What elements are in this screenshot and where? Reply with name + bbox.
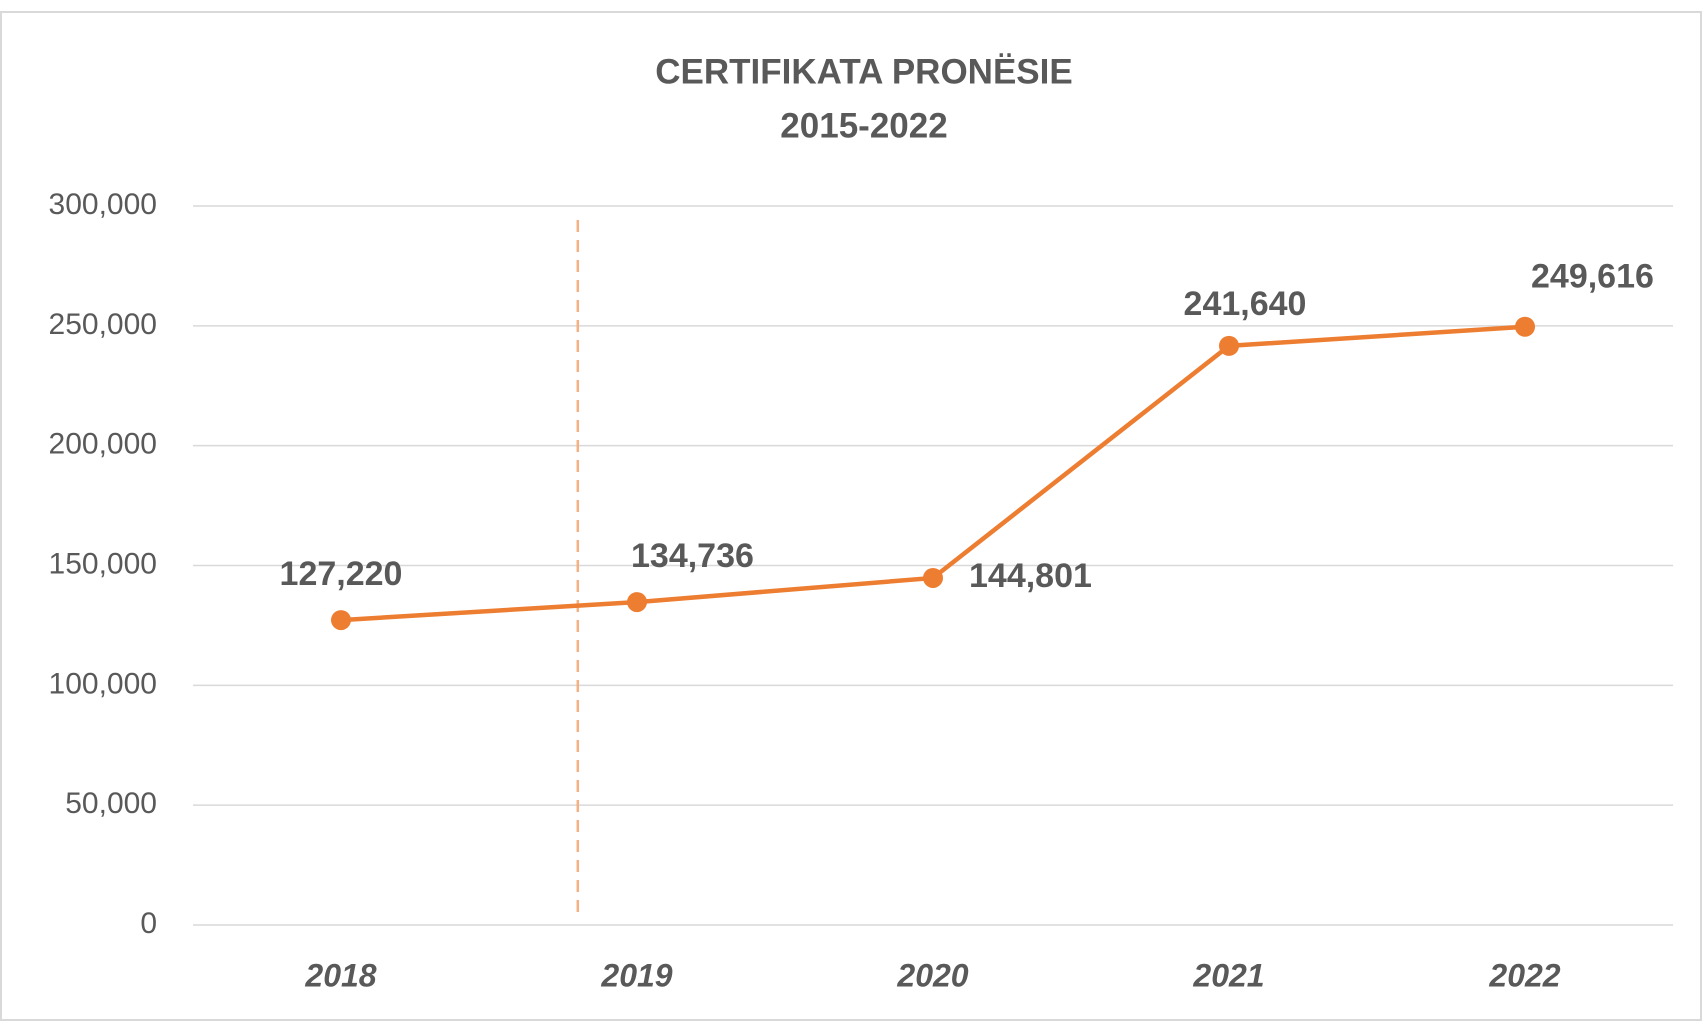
y-tick-label: 200,000 <box>49 428 157 461</box>
data-label: 144,801 <box>969 557 1092 595</box>
x-tick-label: 2019 <box>600 957 672 993</box>
data-point <box>1219 335 1239 356</box>
x-tick-label: 2021 <box>1192 957 1264 993</box>
data-label: 127,220 <box>280 555 403 593</box>
chart-border <box>0 11 1702 1021</box>
data-point <box>627 592 647 613</box>
x-tick-label: 2022 <box>1488 957 1560 993</box>
chart-title: CERTIFIKATA PRONËSIE <box>655 52 1072 91</box>
y-tick-label: 50,000 <box>65 787 157 820</box>
y-tick-label: 300,000 <box>49 188 157 221</box>
y-tick-label: 0 <box>140 907 157 940</box>
data-point <box>923 567 943 588</box>
data-point <box>331 610 351 631</box>
chart-subtitle: 2015-2022 <box>780 106 947 145</box>
y-tick-label: 150,000 <box>49 547 157 580</box>
y-tick-label: 100,000 <box>49 667 157 700</box>
data-label: 249,616 <box>1531 258 1654 296</box>
x-tick-label: 2018 <box>304 957 376 993</box>
y-tick-label: 250,000 <box>49 308 157 341</box>
data-label: 241,640 <box>1184 285 1307 323</box>
data-label: 134,736 <box>631 537 754 575</box>
data-point <box>1515 316 1535 337</box>
x-tick-label: 2020 <box>896 957 968 993</box>
